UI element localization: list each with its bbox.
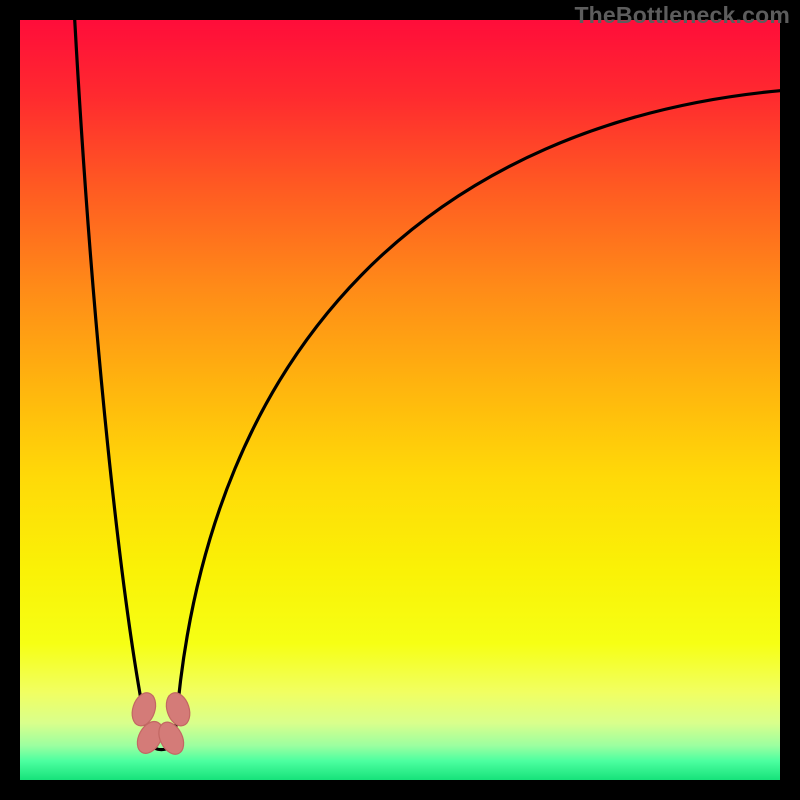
chart-frame: TheBottleneck.com: [0, 0, 800, 800]
bottleneck-chart: [0, 0, 800, 800]
watermark-text: TheBottleneck.com: [574, 2, 790, 29]
